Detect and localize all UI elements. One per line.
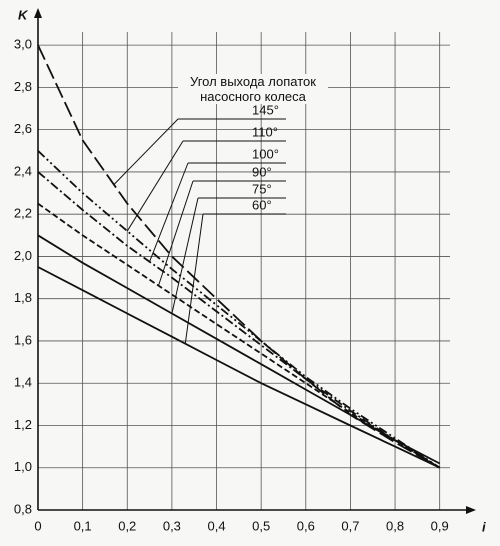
x-tick-label: 0,6 <box>297 518 315 533</box>
series-line <box>37 234 441 465</box>
series-line <box>37 150 441 469</box>
y-tick-label: 2,0 <box>14 248 32 263</box>
x-tick-label: 0,7 <box>341 518 359 533</box>
x-tick-label: 0,8 <box>386 518 404 533</box>
leader-line <box>113 118 179 185</box>
axis-arrow <box>34 8 42 18</box>
leader-line <box>158 180 194 286</box>
legend-label: 60° <box>252 197 272 212</box>
axis-arrow <box>466 506 476 514</box>
leader-line <box>184 213 204 344</box>
x-tick-label: 0,9 <box>431 518 449 533</box>
legend-title: Угол выхода лопаток насосного колеса <box>178 74 328 104</box>
legend-label: 75° <box>252 181 272 196</box>
leader-line <box>171 197 199 314</box>
y-axis-label: K <box>18 7 29 22</box>
y-tick-label: 2,4 <box>14 163 32 178</box>
y-tick-label: 2,6 <box>14 121 32 136</box>
series-line <box>37 266 441 469</box>
leader-line <box>126 140 184 232</box>
x-tick-label: 0 <box>34 518 41 533</box>
y-tick-label: 1,4 <box>14 375 32 390</box>
y-tick-label: 2,8 <box>14 79 32 94</box>
legend-label: 90° <box>252 164 272 179</box>
series-line <box>37 202 441 469</box>
y-tick-label: 1,8 <box>14 290 32 305</box>
leader-line <box>149 162 189 262</box>
y-tick-label: 3,0 <box>14 37 32 52</box>
y-tick-label: 1,2 <box>14 417 32 432</box>
y-tick-label: 1,0 <box>14 459 32 474</box>
x-tick-label: 0,2 <box>118 518 136 533</box>
series-line <box>37 44 441 469</box>
legend-label: 145° <box>252 102 279 117</box>
x-axis-label: i <box>482 519 486 534</box>
x-tick-label: 0,4 <box>207 518 225 533</box>
legend-label: 100° <box>252 146 279 161</box>
y-tick-label: 2,2 <box>14 206 32 221</box>
y-tick-label: 1,6 <box>14 332 32 347</box>
x-tick-label: 0,3 <box>163 518 181 533</box>
x-tick-label: 0,5 <box>252 518 270 533</box>
legend-label: 110° <box>252 124 278 139</box>
x-tick-label: 0,1 <box>74 518 92 533</box>
y-tick-label: 0,8 <box>14 501 32 516</box>
